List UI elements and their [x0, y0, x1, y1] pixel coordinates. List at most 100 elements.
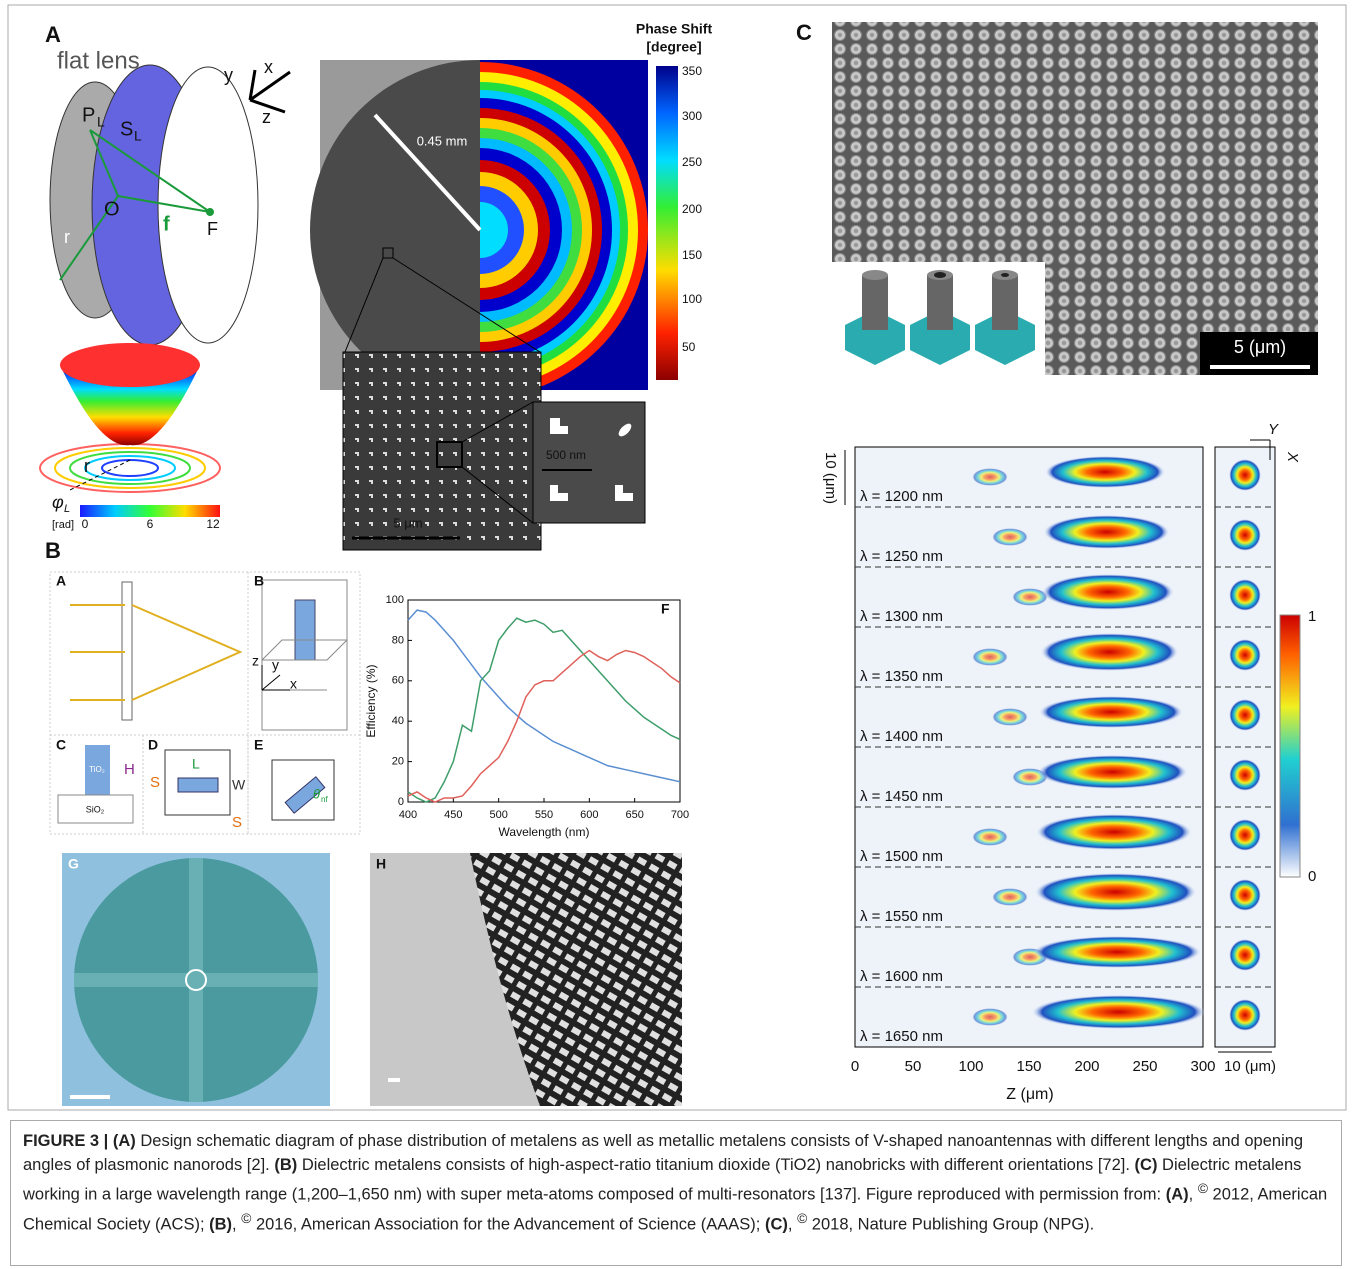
caption-text: ,	[788, 1215, 797, 1233]
phase-rings	[40, 444, 220, 492]
x-tick-label: 600	[580, 809, 598, 821]
label: L	[192, 756, 200, 772]
label: L	[97, 114, 105, 130]
focal-dot	[1229, 639, 1261, 671]
caption-text: ©	[1198, 1181, 1208, 1196]
focal-dot	[1229, 879, 1261, 911]
sub-label: A	[56, 573, 66, 589]
x-tick-label: 50	[905, 1058, 922, 1075]
rays	[70, 605, 240, 700]
panel-label: A	[45, 22, 61, 47]
x-tick-label: 700	[671, 809, 689, 821]
caption-text: FIGURE 3 | (A)	[23, 1132, 136, 1150]
y-tick-label: 20	[392, 756, 404, 768]
y-tick-label: 100	[386, 594, 404, 606]
caption: FIGURE 3 | (A) Design schematic diagram …	[10, 1120, 1342, 1266]
x-tick-label: 0	[851, 1058, 859, 1075]
tick-label: 0	[82, 517, 89, 531]
sem-inset	[343, 352, 541, 550]
label: H	[124, 761, 135, 778]
panel-label: C	[796, 20, 812, 45]
focal-dot	[1229, 459, 1261, 491]
label: F	[207, 219, 218, 239]
label: Phase Shift	[636, 21, 713, 37]
wavelength-label: λ = 1600 nm	[860, 968, 943, 985]
label: SiO₂	[86, 804, 105, 814]
x-tick-label: 500	[489, 809, 507, 821]
tick-label: 300	[682, 109, 702, 123]
focal-spot	[1033, 936, 1201, 968]
caption-text: ,	[1189, 1186, 1198, 1204]
tick-label: 6	[147, 517, 154, 531]
focal-dot	[1229, 939, 1261, 971]
label: S	[120, 118, 133, 140]
label: 10 (μm)	[1224, 1058, 1276, 1075]
label: z	[262, 107, 271, 127]
x-tick-label: 400	[399, 809, 417, 821]
label: 5 (μm)	[1234, 337, 1286, 357]
focal-spot	[1042, 574, 1174, 610]
wavelength-label: λ = 1500 nm	[860, 848, 943, 865]
label: 5 μm	[393, 515, 422, 530]
sub-label: E	[254, 737, 263, 753]
rad-colorbar	[80, 505, 220, 517]
phase-colorbar	[656, 66, 678, 380]
x-tick-label: 650	[625, 809, 643, 821]
x-tick-label: 450	[444, 809, 462, 821]
figure: Aflat lensyxzPLSLOrfFrφL[rad]0612Phase S…	[0, 0, 1354, 1115]
x-tick-label: 550	[535, 809, 553, 821]
label: L	[64, 503, 70, 515]
label: 500 nm	[546, 448, 586, 462]
y-axis-label: Efficiency (%)	[364, 664, 378, 737]
wavelength-label: λ = 1450 nm	[860, 788, 943, 805]
label: [rad]	[52, 519, 74, 531]
bowl-rim	[60, 343, 200, 387]
tick-label: 100	[682, 292, 702, 306]
panel-label: B	[45, 538, 61, 563]
tick-label: 250	[682, 155, 702, 169]
colorbar-label: 0	[1308, 868, 1316, 885]
y-tick-label: 60	[392, 675, 404, 687]
sub-label: G	[68, 856, 79, 872]
focal-spot	[1035, 873, 1197, 911]
caption-text: ,	[232, 1215, 241, 1233]
focal-spot	[1038, 755, 1188, 789]
caption-text: (C)	[765, 1215, 788, 1233]
sub-label: F	[661, 601, 670, 617]
caption-text: ©	[241, 1211, 251, 1226]
caption-text: (B)	[274, 1156, 297, 1174]
sub-label: H	[376, 856, 386, 872]
label: S	[232, 814, 242, 831]
y-tick-label: 0	[398, 796, 404, 808]
label: y	[272, 657, 279, 673]
focal-spot	[1036, 814, 1192, 850]
label: W	[232, 777, 246, 793]
meta-atoms	[845, 270, 1035, 365]
label: φ	[52, 492, 64, 512]
nanobrick	[295, 600, 315, 660]
label: 0.45 mm	[417, 133, 468, 148]
efficiency-line	[408, 651, 680, 803]
focal-dot	[1229, 999, 1261, 1031]
caption-text: (B)	[209, 1215, 232, 1233]
wavelength-label: λ = 1350 nm	[860, 668, 943, 685]
side-lobe	[972, 828, 1008, 846]
label: r	[64, 227, 70, 247]
side-lobe	[972, 468, 1008, 486]
label: 10 (μm)	[822, 452, 839, 504]
x-axis-label: Z (μm)	[1006, 1086, 1053, 1103]
focal-dot	[1229, 699, 1261, 731]
label: f	[163, 213, 170, 235]
label: x	[264, 57, 273, 77]
colorbar-label: 1	[1308, 608, 1316, 625]
label: P	[82, 104, 95, 126]
focus-point	[206, 208, 214, 216]
caption-text: 2018, Nature Publishing Group (NPG).	[807, 1215, 1094, 1233]
focal-dot	[1229, 759, 1261, 791]
label: O	[104, 198, 120, 220]
intensity-colorbar	[1280, 615, 1300, 877]
wavelength-label: λ = 1400 nm	[860, 728, 943, 745]
tick-label: 50	[682, 340, 696, 354]
focal-dot	[1229, 819, 1261, 851]
label: r	[84, 456, 90, 476]
